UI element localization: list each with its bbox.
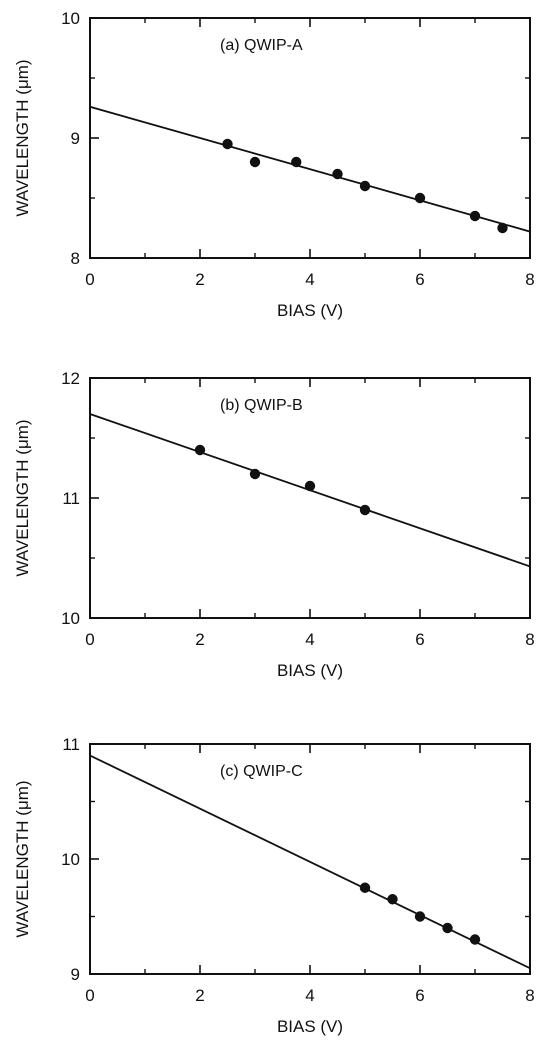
panel-title: (a) QWIP-A: [220, 37, 303, 54]
y-tick-label: 11: [62, 489, 80, 508]
y-tick-label: 10: [61, 609, 80, 628]
plot-frame: [89, 377, 531, 619]
data-point: [222, 138, 233, 150]
y-tick-label: 9: [71, 965, 80, 984]
x-tick-label: 2: [195, 630, 204, 649]
data-point: [359, 882, 371, 893]
data-point: [194, 444, 206, 456]
y-axis-title: WAVELENGTH (μm): [13, 780, 32, 937]
x-tick-label: 6: [415, 986, 424, 1005]
chart-panel-2: 0 2 4 6 8 10 11 12 BIAS (V) WAVELENGTH (μm) (b) QW…: [13, 369, 535, 680]
data-point: [304, 480, 316, 492]
x-tick-label: 0: [85, 630, 94, 649]
y-tick-label: 8: [71, 249, 80, 268]
x-axis-title: BIAS (V): [277, 661, 343, 680]
data-point: [249, 156, 261, 168]
plot-frame: [89, 743, 531, 975]
data-point: [414, 911, 426, 922]
y-tick-label: 11: [62, 735, 80, 754]
fit-line: [90, 105, 530, 233]
data-point: [469, 210, 481, 222]
x-tick-label: 4: [305, 630, 314, 649]
x-axis-title: BIAS (V): [277, 301, 343, 320]
panel-title: (c) QWIP-C: [220, 763, 303, 780]
y-axis-title: WAVELENGTH (μm): [13, 419, 32, 576]
data-point: [414, 192, 426, 204]
x-tick-label: 6: [415, 630, 424, 649]
data-point: [359, 504, 371, 516]
y-tick-label: 10: [61, 850, 80, 869]
fit-line: [90, 754, 530, 970]
x-tick-label: 0: [85, 270, 94, 289]
x-tick-label: 8: [525, 986, 534, 1005]
x-axis-title: BIAS (V): [277, 1017, 343, 1036]
chart-panel-1: 0 2 4 6 8 8 9 10 BIAS (V) WAVELENGTH (μm) (a) QWIP…: [13, 9, 535, 320]
data-point: [332, 168, 343, 180]
plot-frame: [89, 17, 531, 259]
data-point: [469, 934, 481, 945]
data-point: [291, 156, 302, 168]
chart-panel-3: 0 2 4 6 8 9 10 11 BIAS (V) WAVELENGTH (μm) (c) QWI…: [13, 735, 535, 1036]
x-tick-label: 4: [305, 986, 314, 1005]
y-tick-label: 12: [61, 369, 80, 388]
x-tick-label: 2: [195, 270, 204, 289]
data-point: [359, 180, 371, 192]
y-tick-label: 10: [61, 9, 80, 28]
x-tick-label: 0: [85, 986, 94, 1005]
data-point: [387, 894, 398, 905]
x-tick-label: 8: [525, 630, 534, 649]
data-point: [497, 222, 508, 234]
data-point: [249, 468, 261, 480]
x-tick-label: 2: [195, 986, 204, 1005]
x-tick-label: 4: [305, 270, 314, 289]
y-axis-title: WAVELENGTH (μm): [13, 59, 32, 216]
x-tick-label: 8: [525, 270, 534, 289]
panel-title: (b) QWIP-B: [220, 397, 303, 414]
y-tick-label: 9: [71, 129, 80, 148]
x-tick-label: 6: [415, 270, 424, 289]
data-point: [442, 922, 453, 934]
